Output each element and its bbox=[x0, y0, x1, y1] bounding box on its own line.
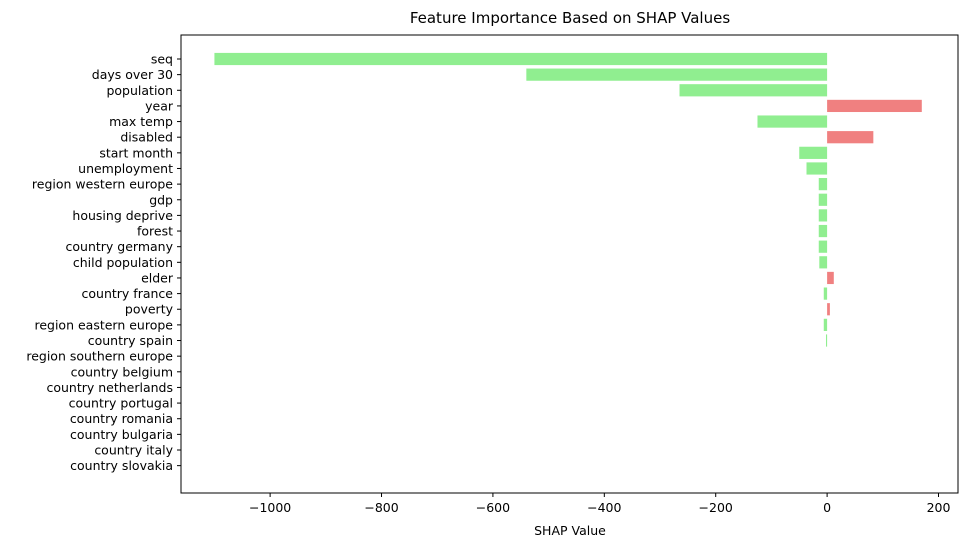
y-tick-label: disabled bbox=[120, 130, 173, 145]
x-axis-ticks: −1000 −800 −600 −400 −200 0 200 bbox=[249, 493, 951, 515]
y-tick-label: max temp bbox=[109, 114, 173, 129]
x-axis-label: SHAP Value bbox=[534, 523, 606, 538]
x-tick-label: −600 bbox=[476, 500, 510, 515]
y-tick-label: poverty bbox=[125, 302, 174, 317]
bar-start-month bbox=[799, 146, 828, 159]
y-tick-label: gdp bbox=[149, 192, 173, 207]
x-tick-label: 0 bbox=[823, 500, 831, 515]
bar-unemployment bbox=[806, 162, 828, 175]
y-tick-label: child population bbox=[73, 255, 173, 270]
y-tick-label: elder bbox=[141, 270, 174, 285]
bar-poverty bbox=[827, 303, 830, 316]
y-tick-label: country belgium bbox=[71, 364, 173, 379]
bar-country-spain bbox=[825, 334, 828, 347]
y-tick-label: region southern europe bbox=[26, 349, 173, 364]
y-tick-label: days over 30 bbox=[92, 67, 173, 82]
y-tick-label: country portugal bbox=[69, 396, 173, 411]
y-tick-label: region western europe bbox=[32, 177, 173, 192]
y-tick-label: start month bbox=[99, 145, 173, 160]
plot-area-frame bbox=[180, 34, 959, 494]
bar-forest bbox=[818, 224, 828, 238]
y-tick-label: year bbox=[145, 98, 174, 113]
y-tick-label: forest bbox=[137, 224, 173, 239]
x-tick-label: 200 bbox=[927, 500, 951, 515]
y-tick-label: population bbox=[106, 83, 173, 98]
x-tick-label: −1000 bbox=[249, 500, 291, 515]
bar-seq bbox=[214, 52, 828, 66]
x-tick-label: −800 bbox=[364, 500, 398, 515]
y-tick-label: country bulgaria bbox=[70, 427, 173, 442]
bar-gdp bbox=[818, 193, 828, 206]
bar-disabled bbox=[827, 131, 874, 144]
chart-title: Feature Importance Based on SHAP Values bbox=[410, 9, 731, 27]
y-tick-label: housing deprive bbox=[72, 208, 173, 223]
bar-max-temp bbox=[757, 115, 828, 128]
bar-days-over-30 bbox=[526, 68, 828, 81]
y-tick-label: region eastern europe bbox=[34, 317, 173, 332]
y-tick-label: country netherlands bbox=[46, 380, 173, 395]
bar-housing-deprive bbox=[818, 209, 828, 222]
y-tick-label: country romania bbox=[70, 411, 173, 426]
x-tick-label: −400 bbox=[587, 500, 621, 515]
bar-country-germany bbox=[818, 240, 828, 253]
bar-region-western-europe bbox=[818, 178, 828, 191]
y-tick-label: country italy bbox=[94, 443, 173, 458]
x-tick-label: −200 bbox=[699, 500, 733, 515]
y-tick-label: country france bbox=[82, 286, 174, 301]
y-tick-label: country slovakia bbox=[70, 458, 173, 473]
y-tick-label: country spain bbox=[88, 333, 173, 348]
bar-elder bbox=[827, 271, 834, 285]
bar-child-population bbox=[819, 256, 828, 269]
y-tick-label: unemployment bbox=[78, 161, 173, 176]
bar-population bbox=[679, 84, 828, 97]
y-tick-label: seq bbox=[151, 52, 173, 67]
y-tick-label: country germany bbox=[66, 239, 174, 254]
bar-region-eastern-europe bbox=[823, 318, 828, 331]
bars-group bbox=[214, 52, 922, 347]
bar-country-france bbox=[823, 287, 828, 300]
bar-year bbox=[827, 99, 922, 113]
